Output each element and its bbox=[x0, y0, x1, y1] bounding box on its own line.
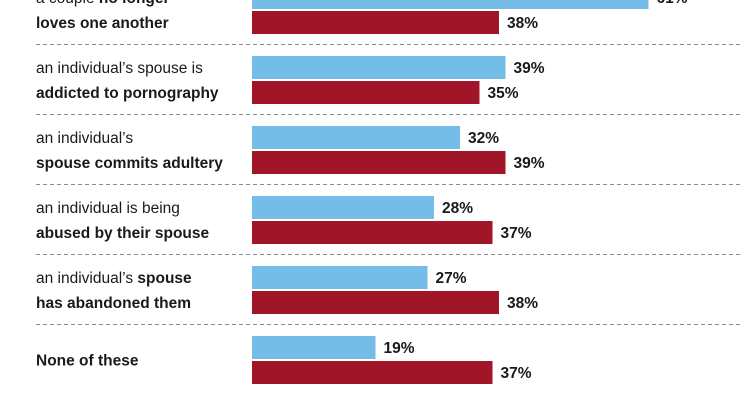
bar-series-2 bbox=[252, 361, 493, 384]
category-label-bold: no longer bbox=[99, 0, 170, 7]
category-label-text: an individual’s bbox=[36, 270, 137, 287]
category-label-bold: addicted to pornography bbox=[36, 85, 219, 102]
category-label-line: an individual’s spouse bbox=[36, 270, 192, 287]
category-label-line: an individual’s spouse is bbox=[36, 60, 203, 77]
row-dividers bbox=[36, 44, 740, 325]
value-label: 28% bbox=[442, 200, 473, 217]
value-label: 37% bbox=[501, 225, 532, 242]
category-label-line: an individual is being bbox=[36, 200, 180, 217]
bar-series-2 bbox=[252, 11, 499, 34]
category-label-line: None of these bbox=[36, 353, 139, 370]
category-label-line: an individual’s bbox=[36, 130, 133, 147]
bar-series-1 bbox=[252, 266, 428, 289]
category-label-bold: None of these bbox=[36, 353, 139, 370]
value-label: 32% bbox=[468, 130, 499, 147]
value-label: 38% bbox=[507, 295, 538, 312]
value-label: 38% bbox=[507, 15, 538, 32]
bar-series-2 bbox=[252, 291, 499, 314]
bar-series-1 bbox=[252, 196, 434, 219]
category-label-line: abused by their spouse bbox=[36, 225, 210, 242]
bar-series-2 bbox=[252, 151, 506, 174]
category-label-line: loves one another bbox=[36, 15, 169, 32]
bar-series-1 bbox=[252, 126, 460, 149]
category-label-bold: abused by their spouse bbox=[36, 225, 210, 242]
value-label: 19% bbox=[384, 340, 415, 357]
category-label-bold: spouse commits adultery bbox=[36, 155, 223, 172]
value-label: 61% bbox=[657, 0, 688, 7]
category-label-text: an individual is being bbox=[36, 200, 180, 217]
bar-series-2 bbox=[252, 221, 493, 244]
category-labels: a couple no longer loves one another an in… bbox=[36, 0, 223, 370]
bar-series-1 bbox=[252, 56, 506, 79]
category-label-bold: has abandoned them bbox=[36, 295, 191, 312]
category-label-line: addicted to pornography bbox=[36, 85, 219, 102]
category-label-line: has abandoned them bbox=[36, 295, 191, 312]
category-label-bold: spouse bbox=[137, 270, 192, 287]
value-label: 39% bbox=[514, 60, 545, 77]
value-label: 27% bbox=[436, 270, 467, 287]
bars bbox=[252, 0, 649, 384]
bar-series-1 bbox=[252, 0, 649, 9]
category-label-line: spouse commits adultery bbox=[36, 155, 223, 172]
bar-series-1 bbox=[252, 336, 376, 359]
category-label-text: a couple bbox=[36, 0, 99, 7]
bar-series-2 bbox=[252, 81, 480, 104]
value-label: 39% bbox=[514, 155, 545, 172]
category-label-line: a couple no longer bbox=[36, 0, 170, 7]
category-label-bold: loves one another bbox=[36, 15, 169, 32]
value-label: 37% bbox=[501, 365, 532, 382]
value-label: 35% bbox=[488, 85, 519, 102]
value-labels: 61% 38% 39% 35% 32% 39% 28% 37% 27% 38% 19% 37% bbox=[384, 0, 688, 382]
category-label-text: an individual’s spouse is bbox=[36, 60, 203, 77]
category-label-text: an individual’s bbox=[36, 130, 133, 147]
